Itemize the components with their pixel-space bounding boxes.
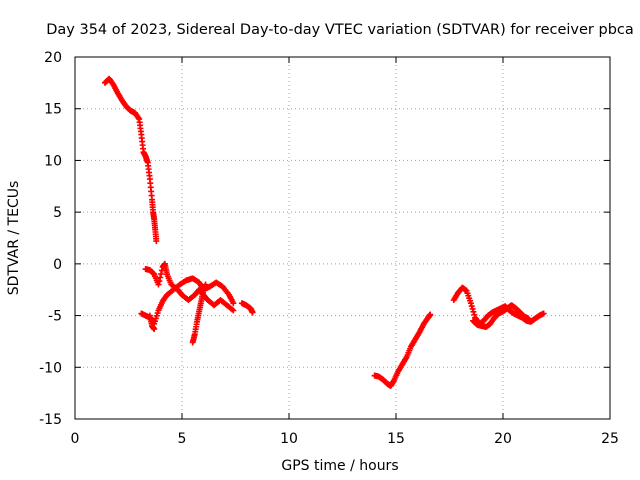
- x-tick-label: 25: [601, 431, 619, 447]
- data-point: [470, 308, 477, 315]
- series-arc-9: [470, 302, 532, 330]
- x-tick-label: 20: [494, 431, 512, 447]
- data-point: [467, 300, 474, 307]
- data-point: [469, 305, 476, 312]
- x-tick-label: 10: [280, 431, 298, 447]
- y-tick-label: 10: [44, 153, 62, 169]
- data-point: [151, 326, 158, 333]
- data-point: [230, 307, 237, 314]
- data-point: [202, 281, 209, 288]
- data-point: [427, 311, 434, 318]
- y-tick-label: 5: [53, 205, 62, 221]
- data-point: [157, 274, 164, 281]
- chart-title: Day 354 of 2023, Sidereal Day-to-day VTE…: [46, 22, 634, 38]
- x-tick-label: 0: [71, 431, 80, 447]
- series-arc-8: [450, 284, 547, 327]
- series-arc-1: [101, 75, 160, 245]
- data-point: [249, 309, 256, 316]
- y-tick-label: -5: [48, 309, 62, 325]
- y-tick-label: 0: [53, 257, 62, 273]
- x-tick-label: 5: [178, 431, 187, 447]
- data-markers: [101, 75, 547, 389]
- y-tick-label: -15: [39, 412, 62, 428]
- data-point: [525, 315, 532, 322]
- data-point: [471, 311, 478, 318]
- series-arc-4: [146, 312, 158, 333]
- plot-frame: [74, 56, 611, 420]
- data-point: [540, 310, 547, 317]
- series-arc-6: [238, 300, 256, 316]
- x-axis-label: GPS time / hours: [281, 458, 398, 474]
- data-point: [468, 303, 475, 310]
- y-tick-labels: -15 -10 -5 0 5 10 15 20: [39, 50, 610, 428]
- y-tick-label: 20: [44, 50, 62, 66]
- x-tick-label: 15: [387, 431, 405, 447]
- y-axis-label: SDTVAR / TECUs: [6, 181, 22, 296]
- y-tick-label: -10: [39, 360, 62, 376]
- x-tick-labels: 0 5 10 15 20 25: [71, 57, 619, 447]
- data-point: [153, 238, 160, 245]
- grid-layer: [75, 57, 610, 419]
- data-point: [230, 300, 237, 307]
- data-point: [158, 270, 165, 277]
- series-arc-7: [371, 311, 434, 389]
- series-arc-5: [189, 281, 209, 346]
- data-point: [155, 281, 162, 288]
- y-tick-label: 15: [44, 102, 62, 118]
- data-point: [156, 278, 163, 285]
